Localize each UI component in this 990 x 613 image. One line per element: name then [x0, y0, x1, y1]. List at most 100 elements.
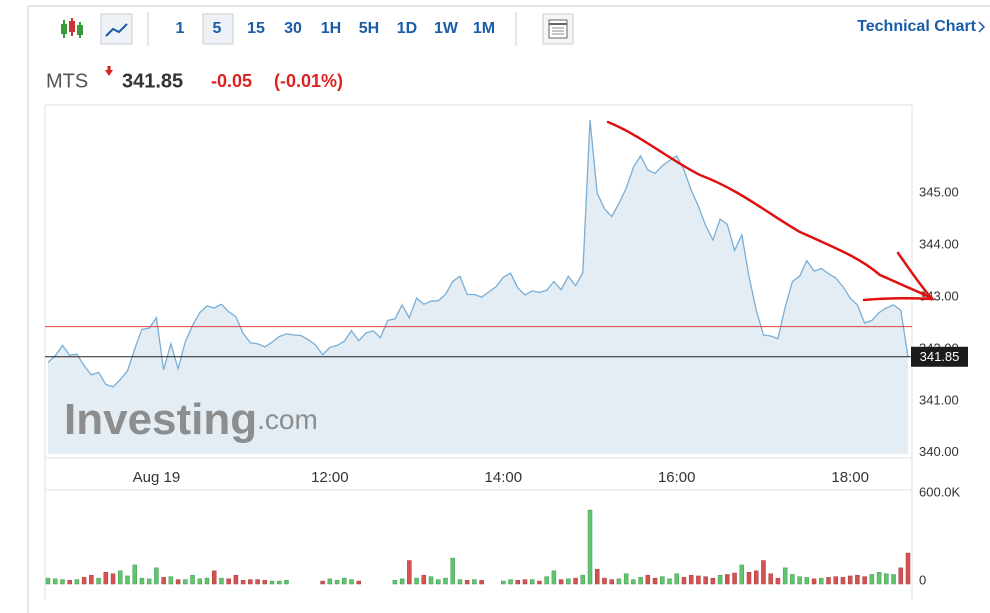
volume-bar	[790, 574, 795, 585]
volume-bar	[327, 578, 333, 585]
volume-bar	[905, 552, 911, 585]
volume-bar	[645, 574, 651, 585]
x-tick-label: 18:00	[831, 469, 869, 486]
volume-bar	[175, 579, 181, 585]
price-line	[47, 120, 909, 388]
volume-bar	[233, 574, 239, 585]
y-tick-label: 341.00	[919, 392, 959, 407]
y-tick-label: 344.00	[919, 237, 959, 252]
volume-bar	[67, 580, 72, 585]
volume-bar	[833, 576, 838, 585]
volume-bar	[652, 577, 658, 585]
volume-bar	[349, 579, 354, 585]
volume-bar	[52, 578, 58, 585]
volume-bar	[746, 572, 752, 585]
volume-bar	[226, 578, 231, 585]
y-tick-label: 340.00	[919, 444, 959, 459]
volume-bar	[501, 580, 506, 585]
volume-bar	[862, 576, 867, 585]
interval-button[interactable]: 1W	[434, 20, 459, 37]
volume-bar	[703, 576, 708, 585]
volume-bar	[118, 570, 123, 585]
volume-bar	[819, 577, 824, 585]
volume-bar	[717, 574, 723, 585]
candle-icon[interactable]	[61, 18, 83, 38]
last-price-box	[911, 346, 968, 367]
interval-button[interactable]: 1H	[321, 20, 341, 37]
volume-bar	[421, 574, 427, 585]
volume-bar	[197, 578, 203, 585]
volume-bar	[739, 564, 745, 585]
volume-bar	[464, 580, 470, 585]
volume-bar	[255, 579, 260, 585]
volume-bar	[472, 579, 477, 585]
volume-tick-label: 0	[919, 572, 926, 587]
interval-button[interactable]: 1M	[473, 20, 495, 37]
hand-drawn-trend	[606, 120, 935, 302]
volume-bar	[392, 580, 398, 585]
volume-bar	[594, 569, 600, 585]
volume-bar	[811, 578, 817, 585]
volume-bar	[96, 577, 101, 585]
volume-bar	[110, 573, 116, 585]
interval-button[interactable]: 15	[247, 20, 265, 37]
x-tick-label: 14:00	[485, 469, 523, 486]
volume-bar	[826, 577, 831, 585]
volume-bar	[558, 579, 564, 585]
volume-bar	[566, 578, 571, 585]
volume-bar	[522, 579, 528, 585]
last-price-label: 341.85	[920, 349, 960, 364]
volume-bar	[761, 560, 766, 585]
volume-bar	[840, 577, 846, 585]
volume-bar	[190, 574, 195, 585]
watermark-brand: Investing	[64, 395, 257, 444]
volume-bar	[508, 579, 513, 585]
volume-bar	[248, 579, 253, 585]
volume-bar	[855, 574, 860, 585]
volume-bar	[797, 576, 802, 585]
watermark: Investing.com	[64, 395, 318, 444]
interval-button[interactable]: 1	[176, 20, 185, 37]
volume-bar	[125, 575, 130, 585]
volume-bar	[667, 578, 672, 585]
interval-button[interactable]: 5	[213, 20, 222, 37]
line-icon-button[interactable]	[100, 13, 133, 45]
volume-bar	[154, 567, 159, 585]
volume-bar	[132, 564, 137, 585]
symbol: MTS	[46, 70, 88, 92]
interval-button[interactable]: 1D	[397, 20, 417, 37]
volume-bar	[284, 580, 289, 585]
price: 341.85	[122, 70, 183, 92]
volume-bar	[479, 580, 484, 585]
interval-button[interactable]: 30	[284, 20, 302, 37]
line-icon	[105, 23, 128, 37]
y-tick-label: 345.00	[919, 185, 959, 200]
volume-bar	[638, 577, 643, 585]
volume-bar	[334, 580, 340, 585]
volume-bar	[876, 572, 882, 585]
interval-button[interactable]: 5H	[359, 20, 379, 37]
volume-bar	[139, 577, 145, 585]
volume-bar	[399, 578, 405, 585]
selected-interval	[202, 13, 234, 45]
x-tick-label: Aug 19	[133, 469, 181, 486]
volume-bar	[443, 577, 448, 585]
table-icon[interactable]	[542, 13, 574, 45]
volume-bar	[356, 580, 362, 585]
volume-bar	[775, 577, 781, 585]
volume-bar	[602, 577, 607, 585]
volume-bar	[725, 574, 730, 585]
volume-bar	[436, 579, 441, 585]
volume-bar	[674, 573, 679, 585]
volume-bar	[515, 580, 520, 585]
volume-bar	[262, 580, 268, 585]
volume-tick-label: 600.0K	[919, 484, 961, 499]
volume-bar	[609, 579, 614, 585]
volume-bar	[660, 576, 665, 585]
volume-bar	[457, 579, 463, 585]
technical-chart-link[interactable]: Technical Chart	[857, 18, 977, 35]
volume-bar	[146, 578, 152, 585]
volume-bar	[342, 577, 347, 585]
volume-bar	[544, 576, 549, 585]
volume-bar	[891, 574, 896, 585]
